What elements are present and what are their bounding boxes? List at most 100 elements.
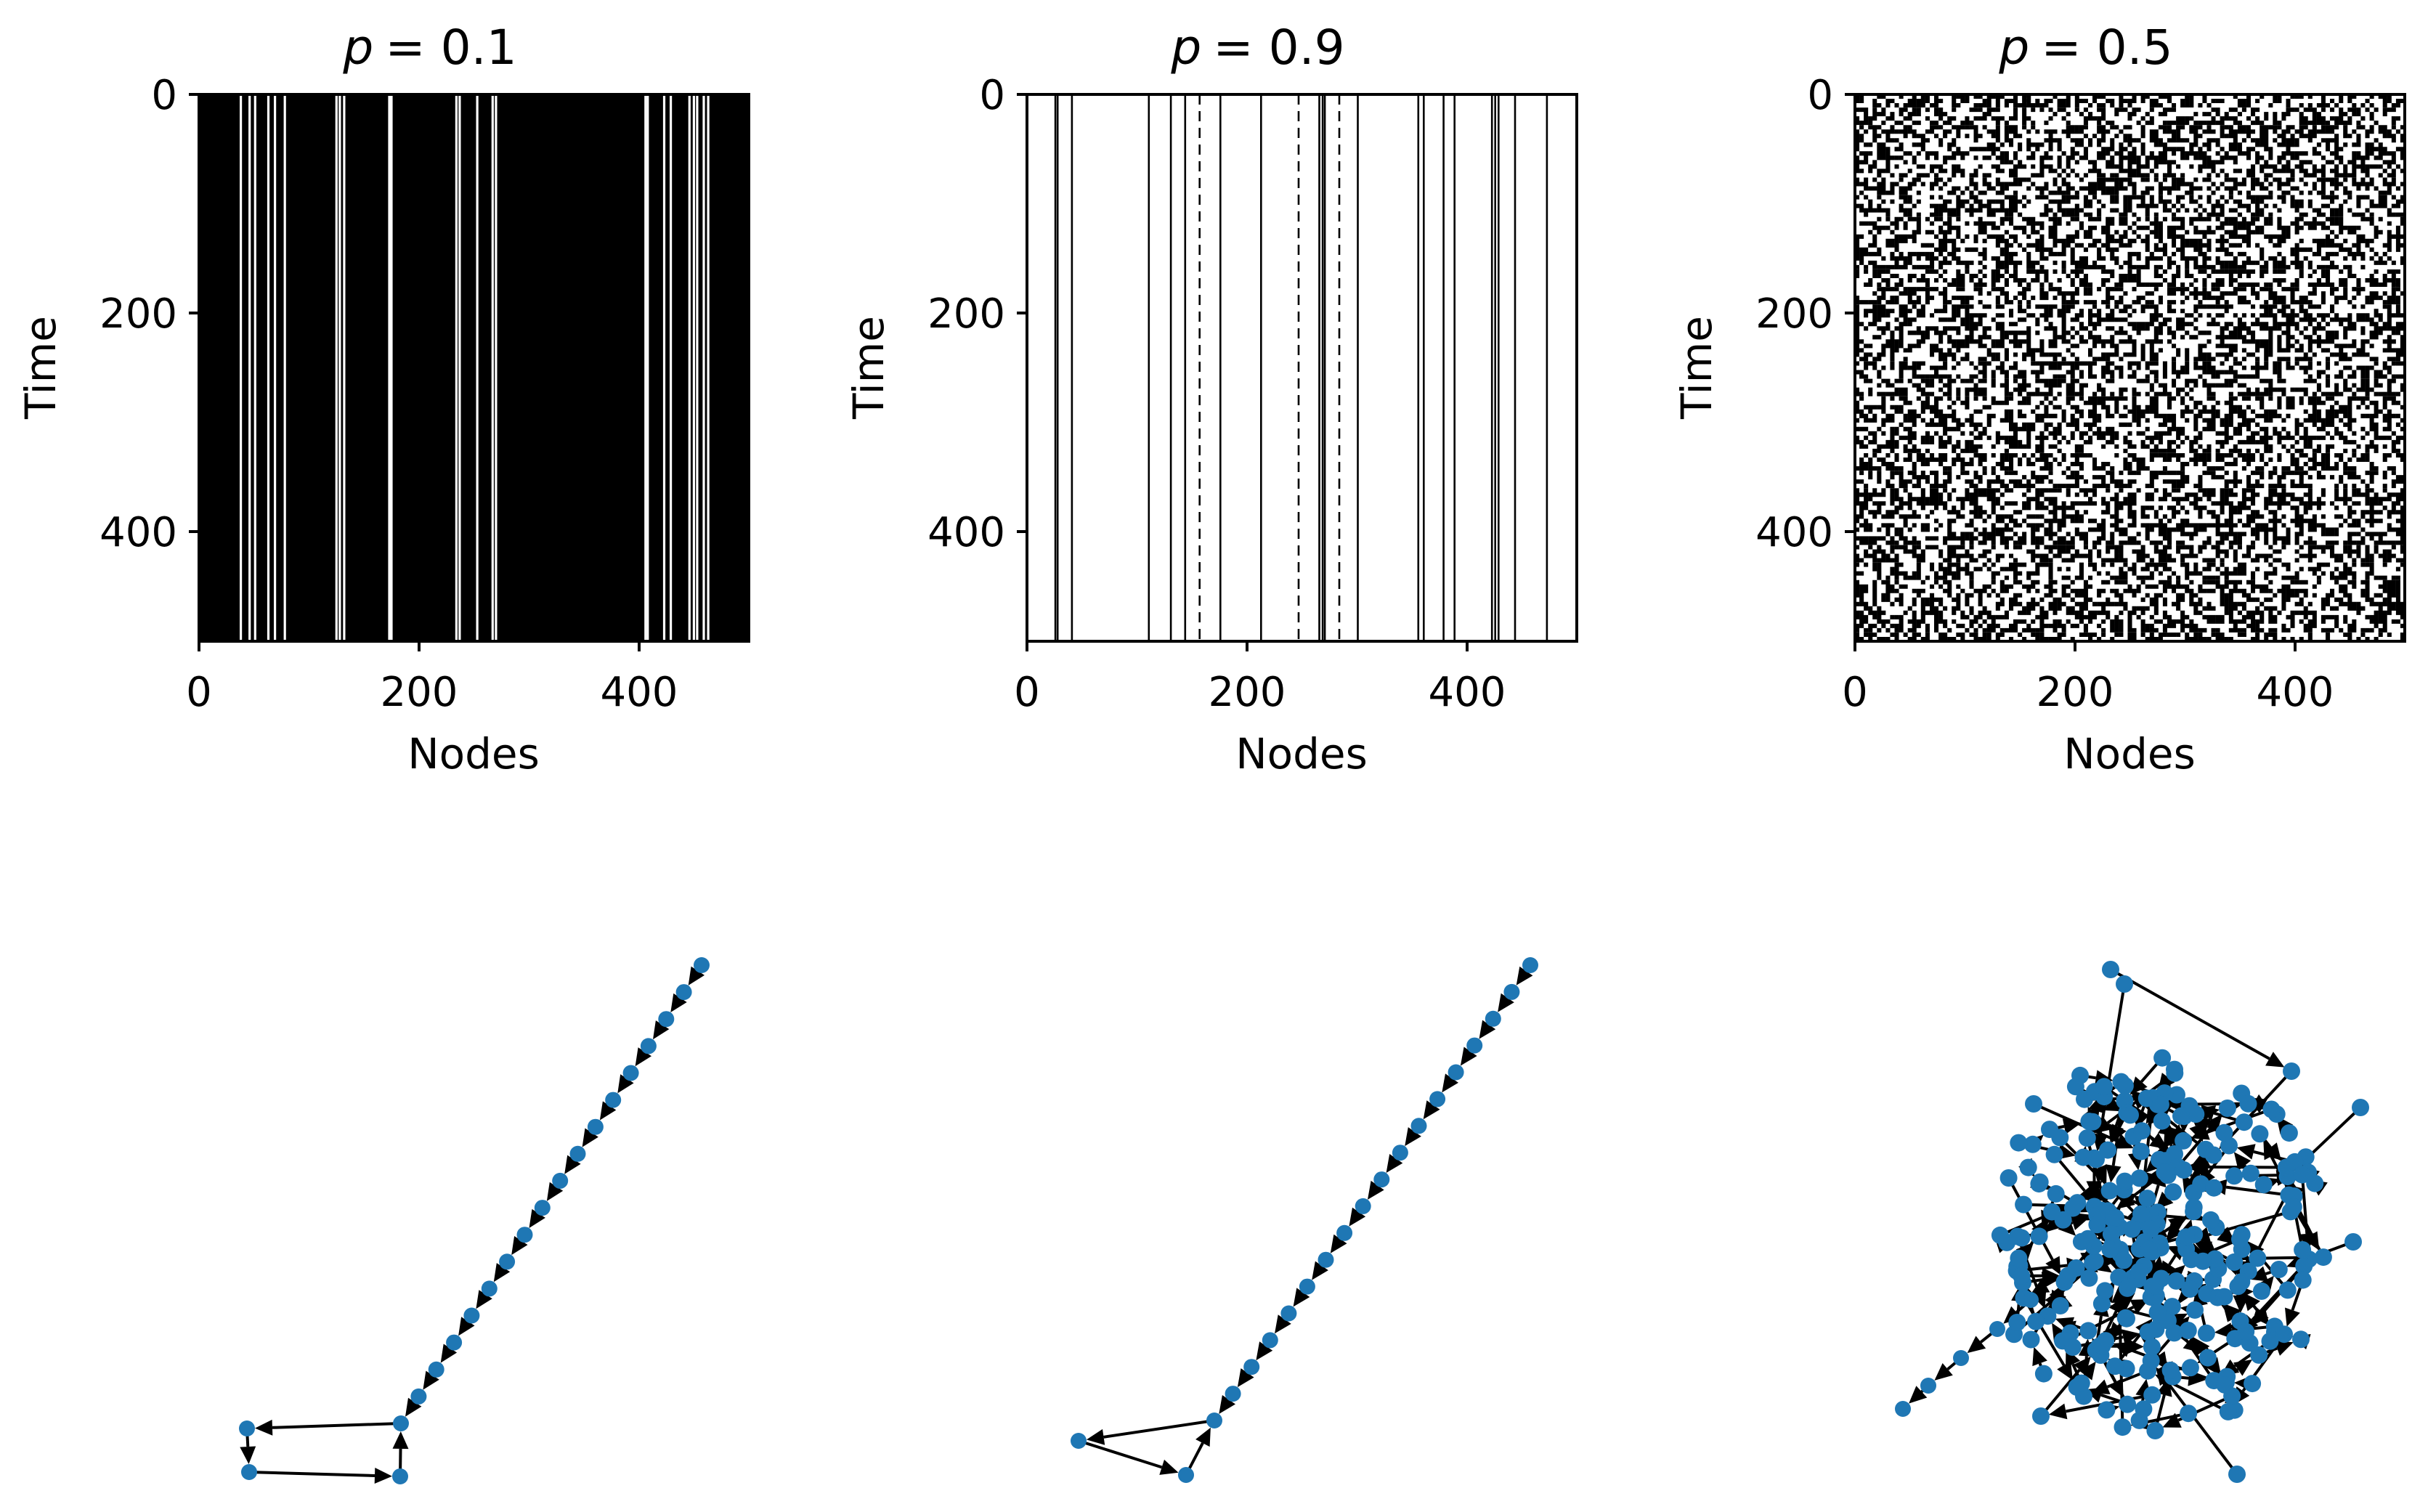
graph-node	[2133, 1122, 2151, 1140]
graph-node	[2166, 1064, 2184, 1082]
heatmap-cells-p09	[1027, 94, 1577, 641]
graph-node	[1071, 1433, 1087, 1449]
graph-node	[2146, 1422, 2164, 1439]
graph-arrowhead	[440, 1344, 458, 1363]
graph-node	[2116, 975, 2133, 993]
graph-node	[2074, 1148, 2092, 1166]
graph-arrowhead	[2204, 1357, 2222, 1376]
graph-arrowhead	[582, 1128, 598, 1147]
graph-arrowhead	[2165, 1223, 2183, 1242]
graph-node	[2148, 1304, 2167, 1321]
graph-node	[1262, 1332, 1278, 1349]
heatmap-column	[495, 94, 498, 641]
graph-edge	[1078, 1439, 1163, 1469]
heatmap-column	[1498, 94, 1500, 641]
graph-node	[2030, 1227, 2048, 1245]
heatmap-column	[253, 94, 256, 641]
heatmap-column	[1514, 94, 1517, 641]
graph-arrowhead	[2015, 1242, 2034, 1261]
graph-node	[2216, 1375, 2234, 1394]
graph-node	[1503, 983, 1520, 1000]
graph-arrowhead	[1219, 1395, 1235, 1414]
graph-node	[2241, 1164, 2259, 1182]
graph-arrowhead	[670, 993, 687, 1012]
graph-node	[2292, 1330, 2310, 1349]
graph-node	[2198, 1349, 2217, 1367]
graph-node	[2080, 1269, 2098, 1287]
graph-node	[2294, 1271, 2312, 1289]
x-tick-label: 200	[1209, 669, 1286, 716]
graph-node	[2023, 1135, 2042, 1153]
heatmap-panel-p05: p = 0.5 0 200 400 Time 0 200 400 Nodes	[1672, 20, 2406, 779]
graph-node	[2163, 1298, 2181, 1316]
graph-node	[2015, 1195, 2033, 1214]
graph-arrowhead	[1195, 1427, 1211, 1447]
graph-node	[569, 1145, 586, 1162]
graph-node	[2205, 1179, 2223, 1197]
graph-node	[2204, 1146, 2222, 1164]
graph-node	[2235, 1113, 2253, 1131]
graph-node	[2140, 1240, 2158, 1259]
graph-node	[2008, 1314, 2026, 1331]
graph-arrowhead	[1442, 1073, 1458, 1093]
y-tick-label: 400	[100, 509, 177, 556]
graph-node	[587, 1118, 604, 1135]
graph-arrowhead	[2194, 1157, 2210, 1176]
graph-node	[2135, 1400, 2153, 1418]
graph-node	[2088, 1216, 2106, 1234]
graph-node	[241, 1464, 257, 1480]
graph-node	[2233, 1273, 2251, 1291]
y-tick-label: 200	[100, 290, 177, 338]
heatmap-column	[1071, 94, 1073, 641]
heatmap-column	[335, 94, 338, 641]
graph-node	[2215, 1123, 2233, 1142]
graph-node	[2122, 1106, 2139, 1124]
graph-node	[2153, 1049, 2172, 1067]
graph-node	[410, 1388, 427, 1405]
graph-node	[2187, 1105, 2205, 1123]
graph-node	[2068, 1194, 2087, 1212]
graph-node	[2146, 1277, 2164, 1295]
heatmap-column	[1357, 94, 1359, 641]
graph-node	[2252, 1282, 2270, 1300]
graph-edge	[2169, 1381, 2229, 1413]
graph-node	[2079, 1229, 2097, 1248]
graph-node	[2164, 1183, 2183, 1201]
graph-node	[2295, 1257, 2313, 1275]
graph-arrowhead	[1256, 1341, 1273, 1361]
graph-arrowhead	[2285, 1307, 2300, 1327]
graph-node	[2139, 1323, 2157, 1341]
graph-arrowhead	[2251, 1307, 2269, 1326]
graph-node	[2023, 1292, 2039, 1308]
graph-node	[2153, 1112, 2171, 1130]
graph-arrowhead	[2073, 1356, 2091, 1375]
graph-arrowhead	[2158, 1120, 2177, 1137]
graph-arrowhead	[2103, 1096, 2124, 1112]
graph-arrowhead	[2114, 1134, 2134, 1149]
graph-node	[2180, 1405, 2198, 1423]
graph-node	[2161, 1361, 2180, 1379]
graph-node	[499, 1253, 516, 1270]
graph-arrowhead	[1237, 1368, 1254, 1388]
graph-node	[2218, 1100, 2236, 1117]
heatmap-background	[1027, 94, 1577, 641]
graph-node	[392, 1468, 408, 1484]
y-tick-label: 0	[1807, 72, 1833, 119]
graph-arrowhead	[1386, 1154, 1403, 1173]
graph-edge	[2033, 1102, 2119, 1143]
graph-node	[2086, 1252, 2104, 1270]
graph-arrowhead	[2183, 1336, 2202, 1353]
graph-arrowhead	[1312, 1261, 1328, 1280]
graph-arrowhead	[1967, 1336, 1986, 1354]
graph-node	[2132, 1142, 2150, 1161]
graph-edge	[2022, 1297, 2066, 1366]
graph-arrowhead	[2265, 1052, 2285, 1068]
graph-arrowhead	[2129, 1076, 2148, 1095]
graph-arrowhead	[458, 1317, 475, 1336]
graph-arrowhead	[688, 966, 705, 985]
graph-arrowhead	[1460, 1046, 1477, 1066]
graph-node	[2063, 1338, 2082, 1356]
heatmap-column	[1321, 94, 1324, 641]
network-graph-p09	[1071, 957, 1538, 1483]
